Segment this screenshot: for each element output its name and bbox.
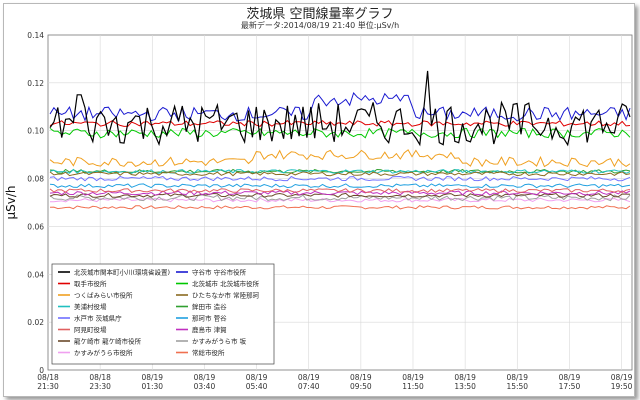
legend-label: 北茨城市関本町小川(環境省設置) bbox=[74, 267, 170, 276]
legend-label: つくばみらい市役所 bbox=[74, 290, 133, 299]
x-tick-time: 09:50 bbox=[350, 382, 372, 391]
series-line bbox=[49, 194, 631, 202]
x-tick-date: 08/19 bbox=[246, 373, 268, 382]
y-tick-label: 0.12 bbox=[27, 79, 44, 88]
y-tick-label: 0.02 bbox=[27, 318, 44, 327]
series-line bbox=[49, 205, 631, 210]
x-tick-time: 15:50 bbox=[506, 382, 528, 391]
legend-box bbox=[51, 263, 275, 365]
x-tick-time: 13:50 bbox=[454, 382, 476, 391]
x-tick-time: 23:30 bbox=[89, 382, 111, 391]
legend-label: 美浦村役場 bbox=[74, 302, 107, 311]
x-tick-date: 08/19 bbox=[141, 373, 163, 382]
x-tick-date: 08/18 bbox=[37, 373, 59, 382]
x-tick-time: 17:50 bbox=[559, 382, 581, 391]
chart-title: 茨城県 空間線量率グラフ bbox=[246, 7, 394, 22]
x-tick-date: 08/19 bbox=[611, 373, 633, 382]
y-axis-label: μSv/h bbox=[4, 185, 18, 219]
legend-label: かすみがうら市役所 bbox=[74, 348, 133, 357]
y-tick-label: 0.04 bbox=[27, 270, 44, 279]
x-tick-date: 08/18 bbox=[89, 373, 111, 382]
legend-label: ひたちなか市 常陸那珂 bbox=[192, 290, 260, 299]
legend-label: 鉾田市 造谷 bbox=[192, 302, 227, 311]
x-tick-date: 08/19 bbox=[350, 373, 372, 382]
legend-label: 常総市役所 bbox=[192, 348, 225, 357]
y-tick-label: 0.08 bbox=[27, 175, 44, 184]
x-tick-time: 07:40 bbox=[298, 382, 320, 391]
series-line bbox=[49, 190, 631, 196]
legend-label: 水戸市 茨城県庁 bbox=[74, 313, 122, 322]
series-line bbox=[49, 183, 631, 189]
series-line bbox=[49, 168, 631, 174]
x-tick-time: 05:40 bbox=[246, 382, 268, 391]
x-tick-time: 21:30 bbox=[37, 382, 59, 391]
x-tick-date: 08/19 bbox=[194, 373, 216, 382]
series-line bbox=[49, 70, 631, 147]
x-tick-date: 08/19 bbox=[506, 373, 528, 382]
legend-label: 鹿島市 津賀 bbox=[192, 325, 227, 334]
legend-label: 北茨城市 北茨城市役所 bbox=[192, 279, 260, 288]
x-tick-time: 11:50 bbox=[402, 382, 424, 391]
x-tick-date: 08/19 bbox=[298, 373, 320, 382]
series-line bbox=[49, 188, 631, 194]
series-line bbox=[49, 127, 631, 139]
legend-label: かすみがうら市 坂 bbox=[192, 336, 247, 345]
legend-label: 龍ケ崎市 龍ケ崎市役所 bbox=[74, 336, 142, 345]
y-tick-label: 0.06 bbox=[27, 222, 44, 231]
chart-subtitle: 最新データ:2014/08/19 21:40 単位:μSv/h bbox=[240, 21, 400, 30]
legend-label: 取手市役所 bbox=[74, 279, 107, 288]
x-tick-date: 08/19 bbox=[402, 373, 424, 382]
series-line bbox=[49, 149, 631, 168]
x-tick-time: 19:50 bbox=[611, 382, 633, 391]
y-tick-label: 0.14 bbox=[27, 31, 44, 40]
series-line bbox=[49, 175, 631, 182]
series-line bbox=[49, 171, 631, 177]
x-tick-date: 08/19 bbox=[454, 373, 476, 382]
x-tick-time: 01:30 bbox=[141, 382, 163, 391]
x-tick-date: 08/19 bbox=[559, 373, 581, 382]
x-tick-time: 03:40 bbox=[194, 382, 216, 391]
y-tick-label: 0.10 bbox=[27, 127, 44, 136]
legend-label: 守谷市 守谷市役所 bbox=[192, 267, 247, 276]
legend-label: 阿見町役場 bbox=[74, 325, 107, 334]
y-tick-label: 0 bbox=[39, 366, 44, 375]
legend-label: 那珂市 菅谷 bbox=[192, 313, 227, 322]
